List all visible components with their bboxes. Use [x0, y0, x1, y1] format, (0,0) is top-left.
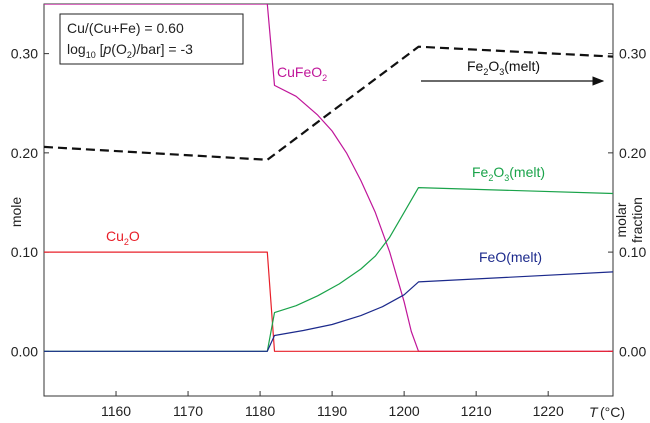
y-tick-label-left: 0.10 — [11, 244, 38, 260]
y-tick-label-left: 0.30 — [11, 46, 38, 62]
y-axis-label-left: mole — [8, 197, 24, 228]
y-axis-label-right-line2: fraction — [629, 197, 645, 243]
x-tick-label: 1170 — [173, 403, 203, 419]
x-tick-label: 1210 — [461, 403, 492, 419]
y-tick-label-right: 0.10 — [619, 244, 646, 260]
y-axis-label-right: molar fraction — [613, 197, 645, 243]
annotation-line1: Cu/(Cu+Fe) = 0.60 — [67, 20, 184, 36]
x-tick-label: 1200 — [389, 403, 420, 419]
x-tick-label: 1180 — [245, 403, 275, 419]
x-axis-label-unit: (°C) — [600, 404, 625, 420]
x-tick-label: 1160 — [101, 403, 131, 419]
series-line-fe2o3-melt- — [44, 188, 613, 352]
y-tick-label-right: 0.30 — [619, 46, 646, 62]
label-fe2o3-melt-green: Fe2O3(melt) — [472, 164, 545, 183]
y-tick-label-right: 0.00 — [619, 343, 646, 359]
y-tick-label-left: 0.00 — [11, 343, 38, 359]
y-axis-label-right-line1: molar — [613, 202, 629, 237]
x-axis-label-symbol: T — [589, 404, 599, 420]
label-fe2o3-melt-black: Fe2O3(melt) — [467, 58, 540, 77]
series-line-cu2o — [44, 252, 613, 351]
y-tick-label-right: 0.20 — [619, 145, 646, 161]
x-axis-label: T (°C) — [589, 404, 625, 420]
label-feo-melt: FeO(melt) — [479, 249, 542, 265]
label-cufeo2: CuFeO2 — [277, 64, 327, 83]
annotation-box: Cu/(Cu+Fe) = 0.60 log10 [p(O2)/bar] = -3 — [60, 14, 243, 64]
x-tick-label: 1220 — [533, 403, 564, 419]
label-cu2o: Cu2O — [106, 228, 140, 247]
y-tick-label-left: 0.20 — [11, 145, 38, 161]
series-line-feo-melt- — [44, 272, 613, 351]
x-tick-label: 1190 — [317, 403, 347, 419]
